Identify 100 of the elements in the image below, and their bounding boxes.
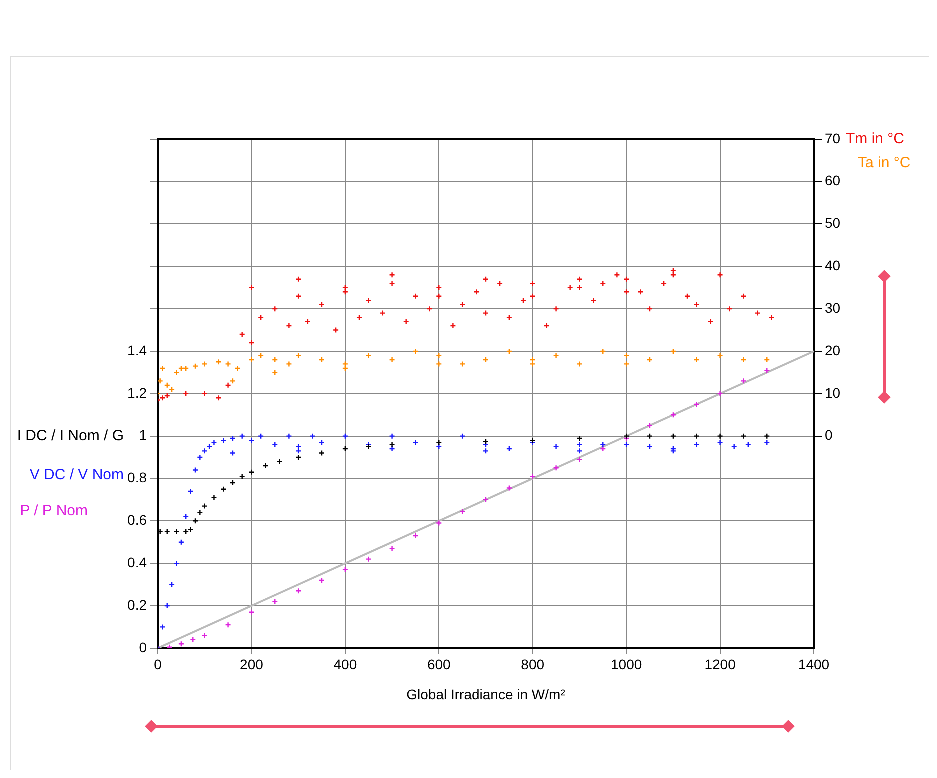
point xyxy=(764,440,770,446)
y2-tick-label: 10 xyxy=(825,384,841,401)
point xyxy=(276,458,283,465)
point xyxy=(436,520,442,526)
y2-tick-label: 60 xyxy=(825,172,841,189)
y2-tick-label: 20 xyxy=(825,342,841,358)
point xyxy=(764,367,770,374)
point xyxy=(318,356,326,364)
point xyxy=(389,356,396,364)
point xyxy=(258,352,264,359)
point xyxy=(230,480,236,486)
x-tick-label: 1000 xyxy=(610,656,642,673)
point xyxy=(234,365,241,372)
point xyxy=(202,361,208,368)
point xyxy=(174,528,180,535)
point xyxy=(576,456,583,463)
point xyxy=(482,438,490,445)
point xyxy=(216,358,222,366)
point xyxy=(482,448,490,454)
point xyxy=(178,539,185,546)
text: P / P Nom xyxy=(20,502,88,520)
y-tick-label: 1.2 xyxy=(128,384,148,401)
point xyxy=(202,503,208,510)
point xyxy=(272,356,278,364)
x-tick-label: 1200 xyxy=(704,656,736,673)
point xyxy=(389,433,396,440)
point xyxy=(553,444,560,450)
text: I DC / I Nom / G xyxy=(17,427,124,444)
point xyxy=(295,352,302,359)
point xyxy=(220,486,227,492)
point xyxy=(183,514,190,520)
point xyxy=(272,598,278,605)
point xyxy=(230,450,236,456)
x-tick-label: 0 xyxy=(154,656,162,673)
point xyxy=(436,444,442,450)
point xyxy=(239,474,246,480)
y-tick-label: 1.4 xyxy=(128,342,148,358)
point xyxy=(248,469,255,476)
point xyxy=(342,446,349,452)
point xyxy=(272,442,278,448)
point xyxy=(576,448,583,454)
point xyxy=(530,437,536,444)
point xyxy=(225,622,232,628)
y2-tick-label: 40 xyxy=(825,258,841,274)
point xyxy=(225,361,232,368)
point xyxy=(178,641,185,648)
point xyxy=(197,510,204,516)
point xyxy=(412,348,419,355)
point xyxy=(436,352,442,359)
point xyxy=(482,442,490,448)
point xyxy=(459,361,466,368)
point xyxy=(164,528,170,535)
point xyxy=(459,508,466,515)
point xyxy=(600,442,606,448)
point xyxy=(670,433,677,440)
x-tick-label: 200 xyxy=(240,656,264,673)
point xyxy=(197,454,204,461)
y2-tick-label: 50 xyxy=(825,215,841,232)
point xyxy=(183,365,190,372)
point xyxy=(553,352,560,359)
point xyxy=(158,378,164,384)
point xyxy=(192,518,199,524)
point xyxy=(310,433,316,440)
point xyxy=(342,365,349,372)
point xyxy=(239,433,246,440)
point xyxy=(188,488,194,495)
y-tick-label: 0 xyxy=(139,639,148,656)
point xyxy=(717,352,724,359)
point xyxy=(202,632,208,639)
y2-tick-label: 70 xyxy=(825,130,841,146)
point xyxy=(530,356,536,364)
point xyxy=(576,361,583,368)
point xyxy=(248,356,255,364)
point xyxy=(258,433,264,440)
point xyxy=(202,448,208,454)
point xyxy=(717,390,724,397)
x-tick-label: 600 xyxy=(427,656,452,673)
point xyxy=(220,437,227,444)
x-tick-label: 400 xyxy=(334,656,358,673)
point xyxy=(389,442,396,448)
point xyxy=(295,444,302,450)
y-tick-label: 0.8 xyxy=(128,470,148,486)
point xyxy=(694,401,700,408)
point xyxy=(366,352,372,359)
point xyxy=(412,440,419,446)
point xyxy=(389,446,396,452)
point xyxy=(164,602,170,610)
point xyxy=(318,440,326,446)
point xyxy=(389,546,396,552)
point xyxy=(694,433,700,440)
text: V DC / V Nom xyxy=(30,466,124,484)
point xyxy=(342,433,349,440)
point xyxy=(694,356,700,364)
point xyxy=(318,450,326,456)
point xyxy=(366,556,372,562)
point xyxy=(670,348,677,355)
point xyxy=(412,532,419,540)
point xyxy=(623,361,630,368)
point xyxy=(436,361,442,368)
point xyxy=(623,442,630,448)
